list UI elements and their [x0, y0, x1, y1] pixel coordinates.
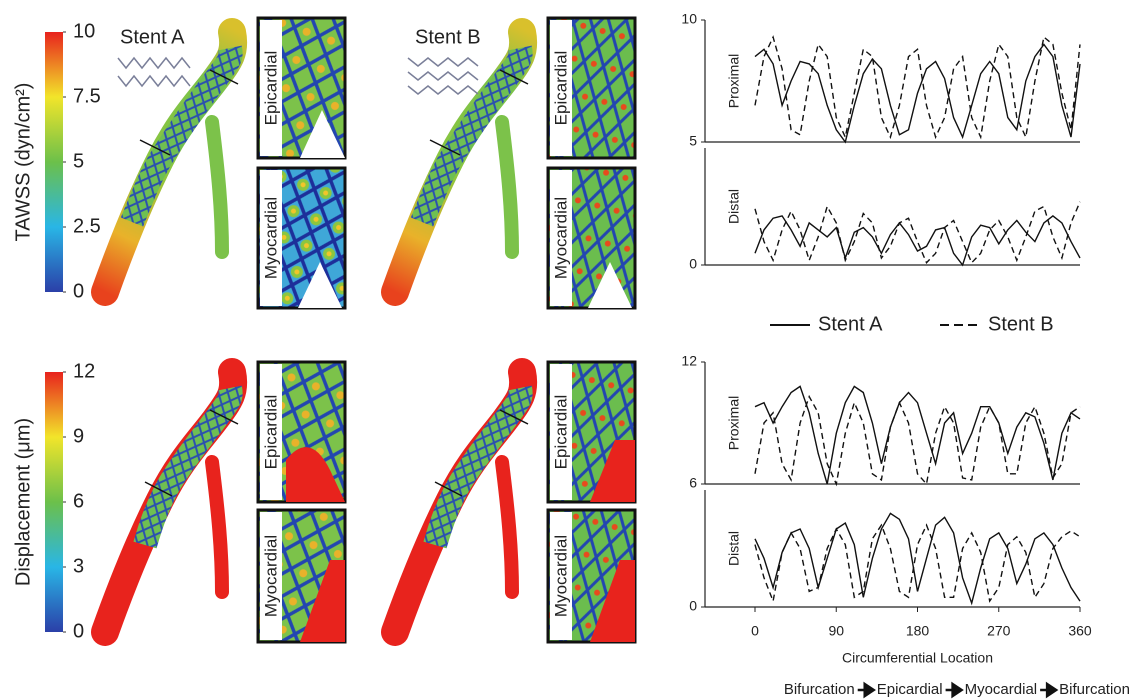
colorbar-tick-label: 9 [73, 425, 84, 447]
colorbar-tick-label: 0 [73, 280, 84, 302]
x-tick-label: 360 [1068, 623, 1092, 639]
y-tick-label: 12 [681, 353, 697, 369]
x-tick-label: 90 [828, 623, 844, 639]
series-line [755, 44, 1080, 142]
figure: Stent A Epicardial Myocardial Stent B Ep… [0, 0, 1132, 700]
y-axis-label: Distal [726, 189, 742, 224]
y-tick-label: 5 [689, 133, 697, 149]
inset-label: Epicardial [261, 395, 280, 470]
rendering-b-top: Stent B Epicardial Myocardial [395, 18, 635, 308]
colorbar-title: Displacement (μm) [12, 418, 34, 586]
series-line [755, 202, 1080, 263]
sequence-step: Epicardial [877, 681, 943, 698]
stent-label: Stent B [415, 26, 481, 48]
rendering-a-bottom: Epicardial Myocardial [105, 362, 345, 642]
inset-label: Myocardial [261, 535, 280, 617]
colorbar-tick-label: 2.5 [73, 215, 101, 237]
stent-icon [118, 58, 190, 86]
y-axis-label: Proximal [726, 396, 742, 450]
inset-label: Epicardial [551, 51, 570, 126]
vessel [105, 32, 238, 292]
inset-label: Myocardial [551, 535, 570, 617]
x-tick-label: 0 [751, 623, 759, 639]
colorbar-title: TAWSS (dyn/cm²) [12, 83, 34, 242]
rendering-b-bottom: Epicardial Myocardial [395, 362, 635, 642]
colorbar [45, 32, 63, 292]
sequence-arrow [946, 684, 962, 696]
series-line [755, 37, 1080, 137]
x-axis-label: Circumferential Location [842, 650, 993, 666]
inset-label: Epicardial [551, 395, 570, 470]
colorbar-tick-label: 10 [73, 20, 95, 42]
colorbar [45, 372, 63, 632]
series-line [755, 513, 1080, 603]
colorbar-tick-label: 0 [73, 620, 84, 642]
x-tick-label: 180 [906, 623, 930, 639]
series-line [755, 386, 1080, 484]
sequence-arrow [858, 684, 874, 696]
y-axis-label: Distal [726, 531, 742, 566]
vessel [395, 32, 528, 292]
rendering-a-top: Stent A Epicardial Myocardial [105, 18, 345, 308]
x-tick-label: 270 [987, 623, 1011, 639]
y-tick-label: 0 [689, 598, 697, 614]
vessel [395, 372, 528, 632]
page: Stent A Epicardial Myocardial Stent B Ep… [0, 0, 1132, 700]
inset-label: Myocardial [261, 197, 280, 279]
y-tick-label: 0 [689, 256, 697, 272]
y-axis-label: Proximal [726, 54, 742, 108]
sequence-arrow [1040, 684, 1056, 696]
colorbar-tick-label: 5 [73, 150, 84, 172]
inset-label: Myocardial [551, 197, 570, 279]
vessel [105, 372, 238, 632]
legend-label: Stent A [818, 313, 883, 335]
colorbar-tick-label: 3 [73, 555, 84, 577]
inset-label: Epicardial [261, 51, 280, 126]
stent-label: Stent A [120, 26, 185, 48]
colorbar-tick-label: 6 [73, 490, 84, 512]
y-tick-label: 10 [681, 11, 697, 27]
footer-sequence: Bifurcation Epicardial Myocardial Bifurcati… [784, 681, 1130, 698]
sequence-step: Bifurcation [784, 681, 855, 698]
legend-label: Stent B [988, 313, 1054, 335]
sequence-step: Bifurcation [1059, 681, 1130, 698]
series-line [755, 397, 1080, 484]
colorbar-tick-label: 7.5 [73, 85, 101, 107]
sequence-step: Myocardial [965, 681, 1038, 698]
stent-icon [408, 58, 478, 94]
colorbar-tick-label: 12 [73, 360, 95, 382]
y-tick-label: 6 [689, 475, 697, 491]
